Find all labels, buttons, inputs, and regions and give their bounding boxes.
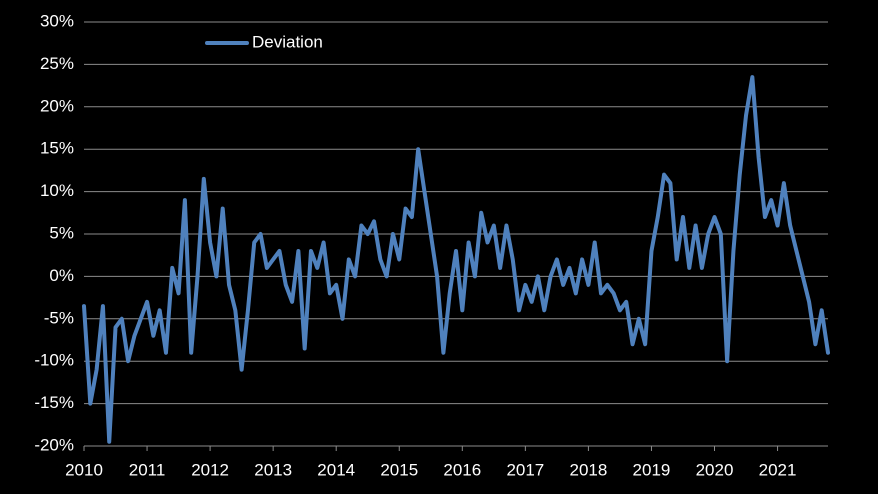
x-tick-label: 2013 — [254, 460, 292, 479]
y-tick-label: 15% — [40, 139, 74, 158]
x-tick-label: 2019 — [633, 460, 671, 479]
y-tick-label: -20% — [34, 435, 74, 454]
y-tick-label: -15% — [34, 393, 74, 412]
y-tick-label: 30% — [40, 11, 74, 30]
y-tick-label: -10% — [34, 351, 74, 370]
x-tick-label: 2011 — [129, 460, 166, 479]
y-tick-label: -5% — [44, 308, 74, 327]
y-tick-label: 10% — [40, 181, 74, 200]
legend-label: Deviation — [252, 32, 323, 51]
x-tick-label: 2016 — [443, 460, 481, 479]
y-tick-label: 20% — [40, 96, 74, 115]
y-tick-label: 0% — [49, 266, 74, 285]
y-tick-label: 5% — [49, 223, 74, 242]
x-tick-label: 2021 — [759, 460, 797, 479]
x-tick-label: 2020 — [696, 460, 734, 479]
y-tick-label: 25% — [40, 54, 74, 73]
data-line — [82, 75, 830, 444]
x-tick-label: 2018 — [569, 460, 607, 479]
x-tick-label: 2012 — [191, 460, 229, 479]
x-tick-label: 2014 — [317, 460, 355, 479]
x-tick-label: 2010 — [65, 460, 103, 479]
x-tick-label: 2017 — [506, 460, 544, 479]
x-tick-label: 2015 — [380, 460, 418, 479]
